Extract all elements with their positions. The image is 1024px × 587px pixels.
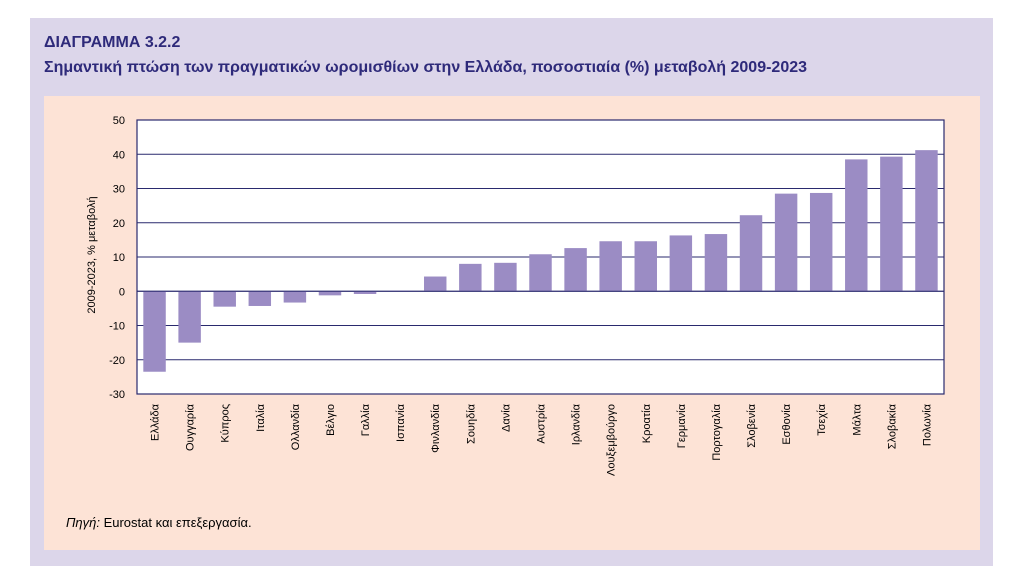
- bar: [424, 276, 447, 292]
- x-tick-label: Γερμανία: [676, 403, 688, 448]
- y-tick-label: 40: [113, 149, 125, 161]
- x-tick-label: Λουξεμβούργο: [606, 404, 618, 476]
- x-tick-label: Κύπρος: [220, 404, 232, 443]
- bar: [564, 248, 587, 292]
- y-tick-label: 0: [119, 286, 125, 298]
- x-tick-label: Σλοβακία: [886, 403, 898, 449]
- bar: [845, 159, 868, 292]
- x-tick-label: Ιρλανδία: [571, 403, 583, 445]
- bar: [704, 234, 728, 292]
- source-label: Πηγή:: [66, 515, 100, 530]
- x-tick-label: Σλοβενία: [746, 403, 758, 447]
- y-tick-label: 10: [113, 252, 125, 264]
- x-tick-label: Μάλτα: [851, 403, 863, 435]
- x-tick-label: Πολωνία: [921, 403, 933, 446]
- bars: [143, 150, 938, 372]
- bar: [178, 291, 201, 343]
- bar: [143, 291, 166, 372]
- chart-figure-number: ΔΙΑΓΡΑΜΜΑ 3.2.2: [44, 34, 181, 51]
- source-text: Eurostat και επεξεργασία.: [99, 515, 252, 530]
- bar: [915, 150, 938, 292]
- x-tick-label: Ιταλία: [255, 403, 267, 432]
- plot-frame: [136, 119, 945, 395]
- bar: [459, 263, 482, 292]
- x-tick-label: Σουηδία: [465, 403, 477, 444]
- x-tick-label: Κροατία: [641, 403, 653, 443]
- x-tick-label: Αυστρία: [536, 403, 548, 443]
- bar: [739, 215, 763, 292]
- x-tick-label: Φινλανδία: [430, 403, 442, 452]
- chart-title: Σημαντική πτώση των πραγματικών ωρομισθί…: [44, 59, 808, 76]
- x-tick-label: Ελλάδα: [150, 403, 162, 441]
- bar: [880, 156, 903, 292]
- bar: [494, 262, 517, 292]
- bar: [248, 291, 272, 306]
- x-tick-label: Ολλανδία: [290, 403, 302, 450]
- x-tick-label: Τσεχία: [816, 403, 828, 435]
- bar: [283, 291, 307, 303]
- bar: [318, 291, 342, 296]
- bar: [213, 291, 236, 307]
- source-note: Πηγή: Eurostat και επεξεργασία.: [66, 515, 252, 530]
- bar: [599, 241, 622, 292]
- y-tick-label: 50: [113, 115, 125, 127]
- y-tick-label: -10: [109, 321, 125, 333]
- y-tick-label: -20: [109, 355, 125, 367]
- x-tick-labels: Ελλάδα Ουγγαρία Κύπρος Ιταλία Ολλανδία Βέλγιο…: [150, 403, 934, 476]
- x-tick-label: Εσθονία: [781, 403, 793, 444]
- x-tick-label: Βέλγιο: [325, 404, 337, 436]
- bar: [353, 291, 377, 294]
- y-tick-label: 30: [113, 184, 125, 196]
- bar: [634, 241, 657, 292]
- x-tick-label: Πορτογαλία: [711, 403, 723, 460]
- bar: [529, 254, 552, 292]
- x-tick-label: Δανία: [500, 403, 512, 432]
- x-tick-label: Ουγγαρία: [185, 403, 197, 451]
- x-tick-label: Γαλλία: [360, 403, 372, 436]
- y-tick-labels: -30 -20 -10 0 10 20 30 40 50: [109, 115, 125, 401]
- bar: [669, 235, 693, 292]
- bar: [774, 193, 798, 292]
- bar: [809, 192, 833, 292]
- x-tick-label: Ισπανία: [395, 403, 407, 442]
- y-tick-label: 20: [113, 218, 125, 230]
- y-axis-label: 2009-2023, % μεταβολή: [86, 196, 98, 313]
- y-tick-label: -30: [109, 389, 125, 401]
